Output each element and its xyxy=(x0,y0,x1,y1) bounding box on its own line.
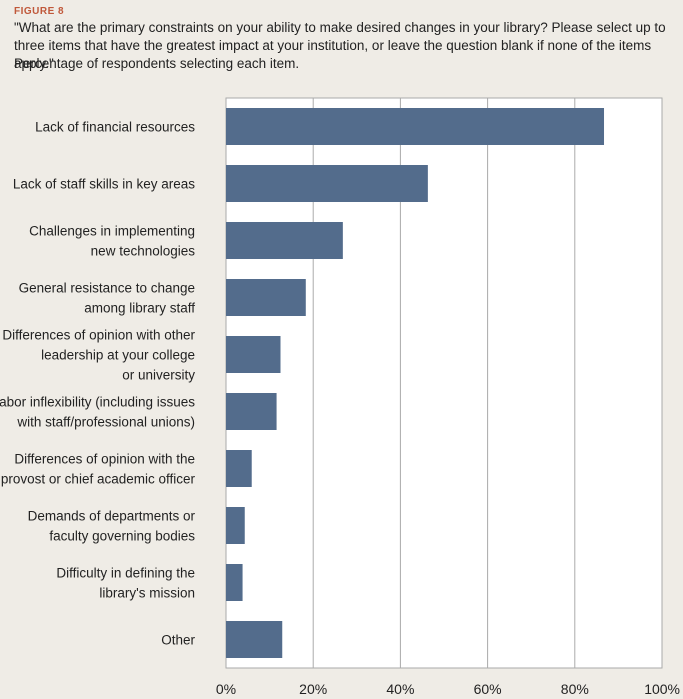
category-label: Labor inflexibility (including issues xyxy=(0,395,195,410)
x-tick-label: 100% xyxy=(644,681,680,697)
bar xyxy=(226,222,343,259)
bar xyxy=(226,507,245,544)
category-label: Differences of opinion with other xyxy=(2,328,195,343)
x-tick-label: 60% xyxy=(474,681,502,697)
category-label: Lack of financial resources xyxy=(35,120,195,135)
bar xyxy=(226,393,277,430)
bar xyxy=(226,279,306,316)
category-label: faculty governing bodies xyxy=(49,529,195,544)
category-label: with staff/professional unions) xyxy=(16,415,195,430)
category-label: or university xyxy=(122,368,195,383)
bar xyxy=(226,108,605,145)
bar xyxy=(226,450,252,487)
x-tick-label: 40% xyxy=(386,681,414,697)
category-label: Challenges in implementing xyxy=(29,224,195,239)
bar xyxy=(226,165,428,202)
figure-label: FIGURE 8 xyxy=(14,6,65,17)
category-label: Other xyxy=(161,633,195,648)
x-tick-label: 20% xyxy=(299,681,327,697)
category-label: leadership at your college xyxy=(41,348,195,363)
category-label: General resistance to change xyxy=(19,281,195,296)
category-label: Difficulty in defining the xyxy=(56,566,195,581)
x-tick-label: 0% xyxy=(216,681,236,697)
category-label: provost or chief academic officer xyxy=(1,472,196,487)
category-label: new technologies xyxy=(91,244,196,259)
category-label: Lack of staff skills in key areas xyxy=(13,177,195,192)
chart-question: "What are the primary constraints on you… xyxy=(14,20,666,71)
category-label: among library staff xyxy=(84,301,195,316)
category-label: library's mission xyxy=(99,586,195,601)
x-tick-label: 80% xyxy=(561,681,589,697)
bar xyxy=(226,336,281,373)
bar xyxy=(226,621,283,658)
chart-subtitle: Percentage of respondents selecting each… xyxy=(14,56,300,71)
category-label: Differences of opinion with the xyxy=(14,452,195,467)
bar xyxy=(226,564,243,601)
category-label: Demands of departments or xyxy=(28,509,196,524)
